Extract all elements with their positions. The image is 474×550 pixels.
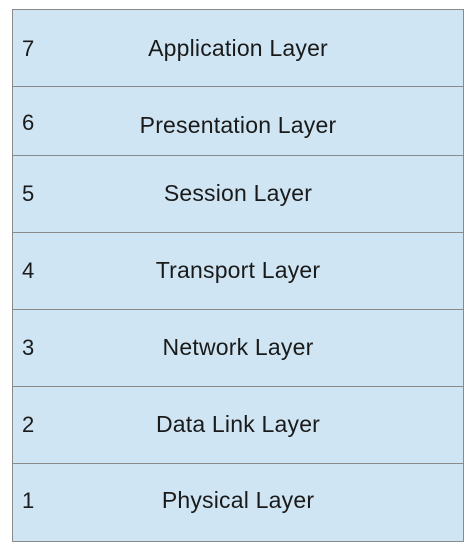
layer-name: Data Link Layer [155,411,321,437]
layer-number: 1 [22,488,35,513]
layer-number: 5 [22,181,35,206]
layer-row-application: 7 Application Layer [13,10,463,87]
layer-number: 3 [22,335,35,360]
osi-layer-stack: 7 Application Layer 6 Presentation Layer… [12,9,464,542]
layer-number: 2 [22,412,35,437]
layer-name: Transport Layer [155,257,321,283]
layer-row-physical: 1 Physical Layer [13,464,463,541]
layer-row-session: 5 Session Layer [13,156,463,233]
layer-row-transport: 4 Transport Layer [13,233,463,310]
layer-number: 7 [22,36,35,61]
layer-name: Network Layer [162,334,314,360]
layer-number: 4 [22,258,35,283]
layer-row-presentation: 6 Presentation Layer [13,87,463,156]
layer-number: 6 [22,110,35,135]
layer-row-network: 3 Network Layer [13,310,463,387]
layer-name: Presentation Layer [139,112,337,138]
layer-name: Application Layer [148,35,328,61]
layer-row-data-link: 2 Data Link Layer [13,387,463,464]
layer-name: Session Layer [163,180,313,206]
layer-name: Physical Layer [161,487,315,513]
